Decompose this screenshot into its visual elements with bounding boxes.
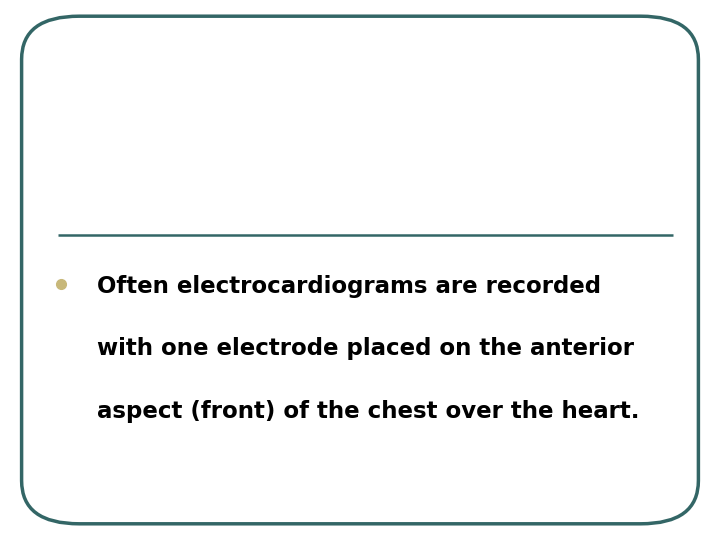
FancyBboxPatch shape xyxy=(22,16,698,524)
Text: Often electrocardiograms are recorded: Often electrocardiograms are recorded xyxy=(97,275,601,299)
Text: with one electrode placed on the anterior: with one electrode placed on the anterio… xyxy=(97,338,634,361)
Text: aspect (front) of the chest over the heart.: aspect (front) of the chest over the hea… xyxy=(97,400,639,423)
